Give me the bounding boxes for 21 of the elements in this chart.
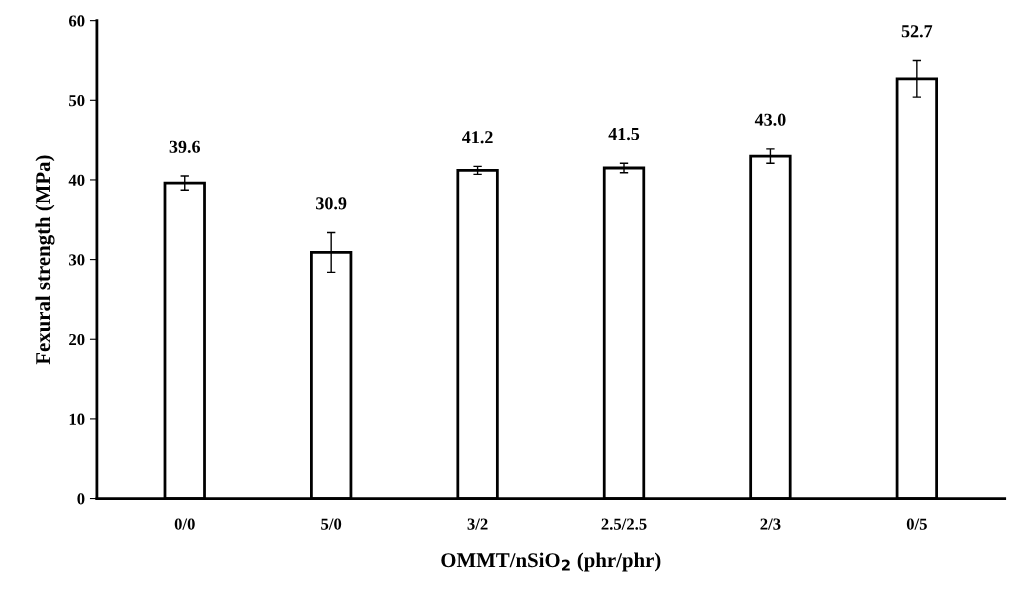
data-label: 39.6 bbox=[169, 140, 201, 153]
x-tick-label: 2.5/2.5 bbox=[601, 518, 647, 530]
data-label: 43.0 bbox=[754, 113, 786, 126]
x-tick-label: 0/0 bbox=[174, 518, 195, 530]
x-tick-label: 5/0 bbox=[321, 518, 342, 530]
x-tick-label: 0/5 bbox=[906, 518, 927, 530]
y-tick-label: 30 bbox=[69, 254, 85, 266]
data-label: 41.5 bbox=[608, 128, 640, 141]
data-label: 41.2 bbox=[462, 131, 493, 144]
data-label: 52.7 bbox=[901, 25, 933, 38]
y-tick-label: 10 bbox=[69, 413, 85, 425]
y-tick-label: 40 bbox=[68, 174, 85, 186]
x-axis-title: OMMT/nSiO$_{2}$ (phr/phr) bbox=[441, 552, 661, 572]
x-tick-label: 2/3 bbox=[760, 518, 781, 530]
y-axis-title: Fexural strength (MPa) bbox=[35, 155, 55, 365]
x-tick-label: 3/2 bbox=[467, 518, 488, 530]
data-label: 30.9 bbox=[316, 197, 347, 210]
y-tick-label: 60 bbox=[69, 15, 85, 27]
y-tick-label: 0 bbox=[77, 493, 85, 505]
y-tick-label: 20 bbox=[69, 333, 85, 346]
y-tick-label: 50 bbox=[69, 95, 85, 107]
